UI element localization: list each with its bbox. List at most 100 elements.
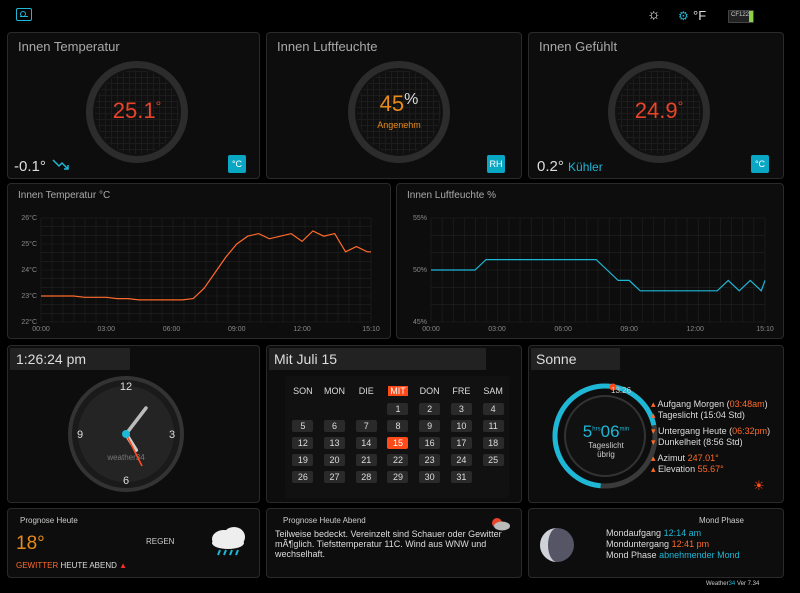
- moon-title: Mond Phase: [699, 516, 744, 525]
- moonrise-time: 12:14 am: [663, 528, 702, 538]
- calendar-day[interactable]: 12: [292, 436, 314, 449]
- calendar-day[interactable]: 29: [387, 470, 409, 483]
- calendar-day[interactable]: 15: [387, 436, 409, 449]
- calendar-day[interactable]: 20: [324, 453, 346, 466]
- indoor-temp-title: Innen Temperatur: [18, 39, 120, 54]
- indoor-feel-title: Innen Gefühlt: [539, 39, 618, 54]
- x-tick-label: 06:00: [163, 326, 181, 333]
- digital-time: 1:26:24 pm: [10, 348, 130, 370]
- footer-brand: Weather: [706, 581, 729, 587]
- settings-icon[interactable]: ⚙: [678, 9, 689, 23]
- calendar-day[interactable]: 22: [387, 453, 409, 466]
- azimuth-label: Azimut: [657, 453, 686, 463]
- moonrise-label: Mondaufgang: [606, 528, 662, 538]
- calendar-day[interactable]: 18: [482, 436, 504, 449]
- clock-number-12: 12: [120, 381, 132, 393]
- menu-icon[interactable]: [16, 8, 32, 21]
- analog-clock: 12 3 6 9 weather34: [68, 376, 184, 492]
- moon-phase-label: Mond Phase: [606, 550, 657, 560]
- x-tick-label: 09:00: [620, 326, 638, 333]
- indoor-humidity-panel: Innen Luftfeuchte 45% Angenehm RH: [266, 32, 522, 179]
- calendar-day[interactable]: 4: [482, 402, 504, 415]
- calendar-day[interactable]: 6: [324, 419, 346, 432]
- azimuth-value: 247.01°: [687, 453, 719, 463]
- indoor-feel-gauge: 24.9°: [608, 61, 710, 163]
- calendar-day[interactable]: 28: [355, 470, 377, 483]
- calendar-day[interactable]: 30: [419, 470, 441, 483]
- indoor-feel-value: 24.9: [634, 98, 678, 123]
- series-line: [431, 258, 766, 292]
- indoor-humidity-title: Innen Luftfeuchte: [277, 39, 378, 54]
- y-tick-label: 22°C: [21, 318, 37, 326]
- indoor-humidity-gauge: 45% Angenehm: [348, 61, 450, 163]
- calendar-day[interactable]: 19: [292, 453, 314, 466]
- forecast-evening-title: Prognose Heute Abend: [283, 516, 366, 525]
- forecast-evening-panel: Prognose Heute Abend Teilweise bedeckt. …: [266, 508, 522, 578]
- temp-chart: 22°C 23°C 24°C 25°C 26°C 00:00 03:00 06:00 09:00…: [21, 214, 380, 333]
- calendar-day[interactable]: 9: [419, 419, 441, 432]
- calendar-day[interactable]: 24: [450, 453, 472, 466]
- calendar-day[interactable]: 5: [292, 419, 314, 432]
- calendar-day[interactable]: 31: [450, 470, 472, 483]
- rain-cloud-icon: [206, 523, 250, 564]
- forecast-warning-a: GEWITTER: [16, 561, 59, 570]
- moonset-label: Monduntergang: [606, 539, 670, 549]
- indoor-temp-gauge: 25.1°: [86, 61, 188, 163]
- daylight-left-label: übrig: [597, 450, 615, 459]
- x-tick-label: 00:00: [422, 326, 440, 333]
- forecast-today-temp: 18°: [16, 533, 45, 554]
- indoor-temp-panel: Innen Temperatur 25.1° -0.1° °C: [7, 32, 260, 179]
- calendar-day[interactable]: 14: [355, 436, 377, 449]
- calendar-day[interactable]: 2: [419, 402, 441, 415]
- clock-number-6: 6: [123, 475, 129, 487]
- calendar-day[interactable]: 25: [482, 453, 504, 466]
- sun-title: Sonne: [531, 348, 620, 370]
- forecast-today-title: Prognose Heute: [20, 516, 78, 525]
- clock-panel: 1:26:24 pm 12 3 6 9 weather34: [7, 345, 260, 503]
- calendar-header-mon: MON: [324, 386, 346, 396]
- daylight-hrs: 5: [582, 422, 593, 441]
- calendar-day[interactable]: 13: [324, 436, 346, 449]
- humidity-unit-badge[interactable]: RH: [487, 155, 505, 173]
- feel-unit-badge[interactable]: °C: [751, 155, 769, 173]
- sunset-time: 06:32pm: [732, 426, 768, 436]
- sunrise-label: Aufgang Morgen: [657, 399, 725, 409]
- calendar-day[interactable]: 21: [355, 453, 377, 466]
- calendar-day[interactable]: 26: [292, 470, 314, 483]
- y-tick-label: 24°C: [21, 266, 37, 274]
- calendar-header-die: DIE: [358, 386, 374, 396]
- unit-toggle[interactable]: °F: [693, 8, 707, 23]
- indoor-humidity-value: 45: [379, 91, 405, 116]
- calendar-day[interactable]: 17: [450, 436, 472, 449]
- temp-chart-title: Innen Temperatur °C: [18, 190, 111, 201]
- x-tick-label: 09:00: [228, 326, 246, 333]
- clock-number-9: 9: [77, 429, 83, 441]
- y-tick-label: 26°C: [21, 214, 37, 222]
- calendar-day[interactable]: 23: [419, 453, 441, 466]
- forecast-today-condition: REGEN: [146, 537, 175, 546]
- daylight-remaining: 5hrs06min: [571, 422, 641, 442]
- darkness-row: ▾ Dunkelheit (8:56 Std): [651, 437, 743, 447]
- calendar-day[interactable]: 8: [387, 419, 409, 432]
- calendar-header-son: SON: [293, 386, 313, 396]
- clock-brand: weather34: [106, 453, 145, 462]
- calendar-day[interactable]: 10: [450, 419, 472, 432]
- forecast-warning: GEWITTER HEUTE ABEND ▲: [16, 561, 127, 570]
- calendar-panel: Mit Juli 15 SON MON DIE MIT DON FRE SAM 1 2 3 4 5 6 7…: [266, 345, 522, 503]
- daylight-mins: 06: [600, 422, 620, 441]
- calendar-day[interactable]: 16: [419, 436, 441, 449]
- indoor-temp-unit-badge[interactable]: °C: [228, 155, 246, 173]
- calendar-day[interactable]: 3: [450, 402, 472, 415]
- calendar-day[interactable]: 1: [387, 402, 409, 415]
- forecast-warning-b: HEUTE ABEND: [60, 561, 117, 570]
- sun-mode-icon[interactable]: ☼: [647, 6, 661, 23]
- calendar-day[interactable]: 11: [482, 419, 504, 432]
- y-tick-label: 23°C: [21, 292, 37, 300]
- y-tick-label: 25°C: [21, 240, 37, 248]
- daylight-row: ▴ Tageslicht (15:04 Std): [651, 410, 745, 420]
- x-tick-label: 15:10: [362, 326, 380, 333]
- clock-number-3: 3: [169, 429, 175, 441]
- calendar-day[interactable]: 27: [324, 470, 346, 483]
- calendar-day[interactable]: 7: [355, 419, 377, 432]
- battery-label: CF122: [731, 12, 750, 18]
